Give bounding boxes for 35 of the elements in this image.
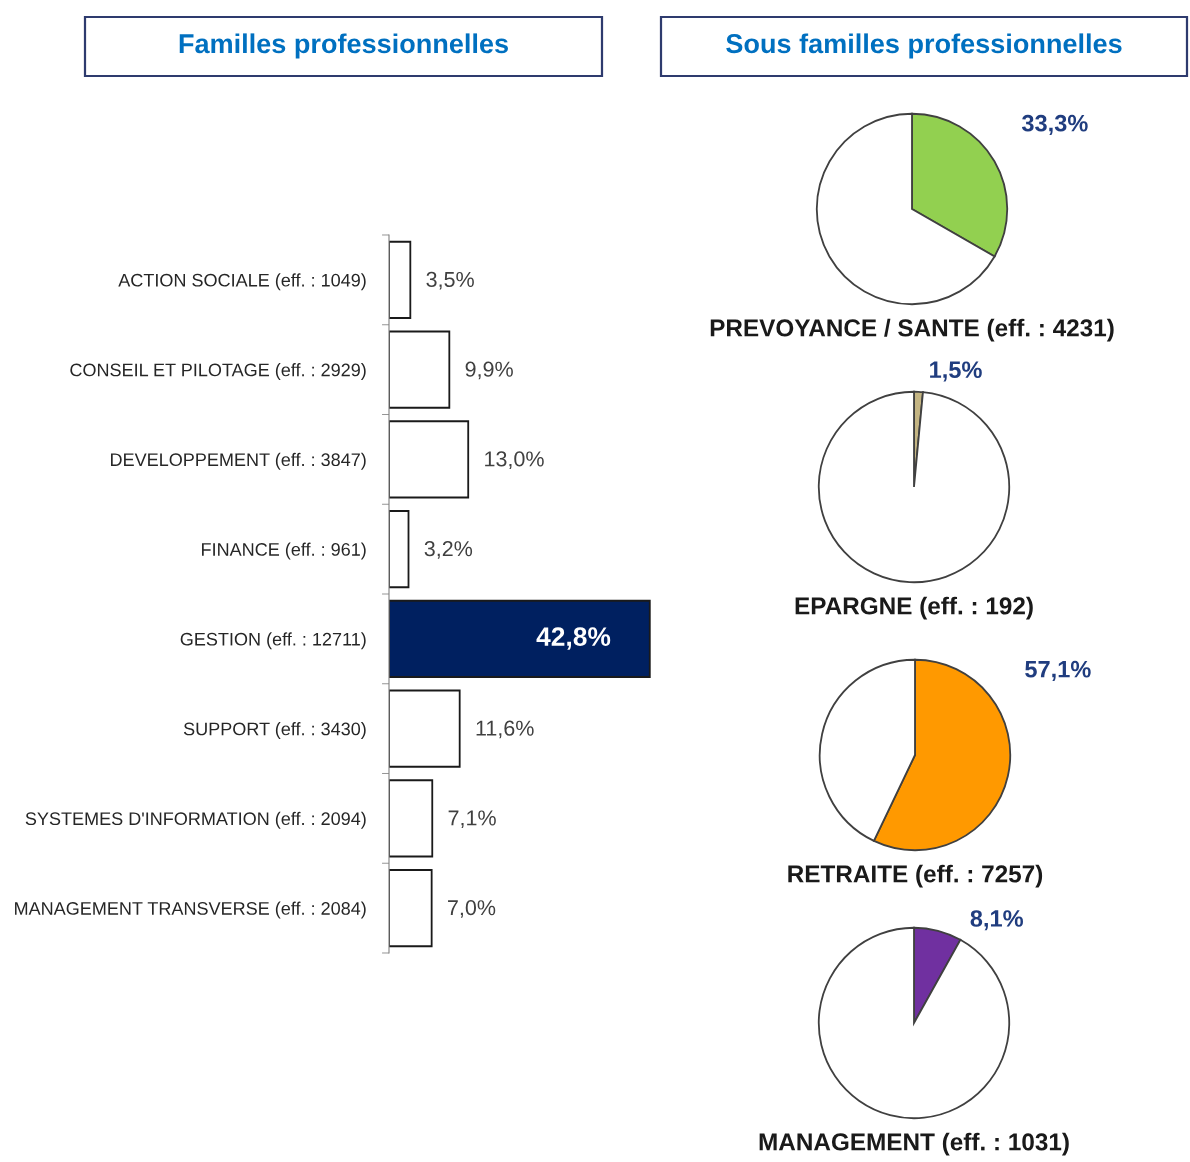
bar [389, 599, 651, 678]
text: EPARGNE (eff. : 192) [795, 596, 1033, 620]
data-label: 57,1% [1025, 660, 1091, 681]
text: RETRAITE (eff. : 7257) [788, 864, 1043, 888]
data-label: 8,1% [970, 910, 1023, 931]
y-tick-label: SYSTEMES D'INFORMATION (eff. : 2094) [25, 811, 366, 829]
y-tick-label: ACTION SOCIALE (eff. : 1049) [118, 273, 366, 291]
y-tick-label: CONSEIL ET PILOTAGE (eff. : 2929) [70, 363, 366, 380]
text: Sous familles professionnelles [726, 33, 1122, 59]
y-tick-label: MANAGEMENT TRANSVERSE (eff. : 2084) [15, 901, 366, 919]
bar [389, 689, 461, 768]
data-label: 11,6% [476, 720, 534, 739]
y-tick-label: FINANCE (eff. : 961) [202, 542, 366, 560]
bar [389, 420, 470, 499]
y-tick-label: GESTION (eff. : 12711) [180, 632, 366, 650]
data-label: 9,9% [465, 361, 513, 380]
bar [389, 330, 451, 409]
text: PREVOYANCE / SANTE (eff. : 4231) [710, 318, 1114, 342]
chart-title: Familles professionnelles [179, 33, 508, 59]
text: MANAGEMENT (eff. : 1031) [759, 1132, 1069, 1156]
data-label: 7,1% [448, 810, 496, 829]
data-label: 33,3% [1021, 114, 1088, 135]
y-tick-label: SUPPORT (eff. : 3430) [183, 722, 366, 739]
data-label: 3,2% [424, 541, 473, 559]
bar [389, 869, 433, 948]
bar [389, 779, 434, 858]
data-label: 7,0% [448, 900, 496, 918]
data-label: 42,8% [536, 627, 611, 650]
bar [389, 240, 412, 319]
pie-slice [817, 390, 1011, 584]
data-label: 13,0% [485, 451, 544, 470]
y-tick-label: DEVELOPPEMENT (eff. : 3847) [111, 452, 366, 470]
data-label: 1,5% [930, 361, 982, 382]
data-label: 3,5% [426, 271, 474, 290]
bar [389, 510, 410, 589]
